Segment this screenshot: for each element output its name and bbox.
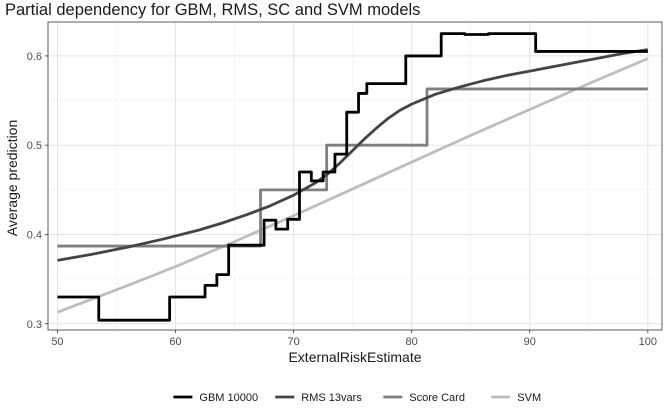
x-tick-label: 80 [406,336,418,348]
series-line-rms-13vars [57,48,649,262]
legend-label-score-card: Score Card [409,392,465,404]
x-tick-label: 60 [169,336,181,348]
x-axis-title: ExternalRiskEstimate [288,349,421,365]
legend-label-svm: SVM [517,392,541,404]
chart-title: Partial dependency for GBM, RMS, SC and … [5,1,420,19]
y-tick-label: 0.4 [27,229,42,241]
legend-item-svm: SVM [491,392,541,404]
legend-item-gbm-10000: GBM 10000 [173,392,258,404]
y-tick-label: 0.6 [27,51,42,63]
x-tick-label: 90 [524,336,536,348]
y-tick-label: 0.5 [27,140,42,152]
y-tick-label: 0.3 [27,319,42,331]
legend-item-rms-13vars: RMS 13vars [275,392,362,404]
legend-item-score-card: Score Card [383,392,465,404]
legend-label-rms-13vars: RMS 13vars [301,392,362,404]
legend: GBM 10000 RMS 13vars Score Card SVM [173,392,541,404]
axis-layer: 50 60 70 80 90 100 0.3 0.4 0.5 0.6 [27,21,663,348]
x-tick-label: 50 [51,336,63,348]
grid-layer [48,22,662,330]
x-tick-label: 70 [287,336,299,348]
y-axis-title: Average prediction [4,120,20,236]
plot-panel-border [47,21,663,331]
series-layer [56,32,649,322]
series-line-gbm-10000 [57,32,648,322]
legend-label-gbm-10000: GBM 10000 [199,392,258,404]
x-tick-label: 100 [639,336,657,348]
series-line-svm [56,57,649,314]
